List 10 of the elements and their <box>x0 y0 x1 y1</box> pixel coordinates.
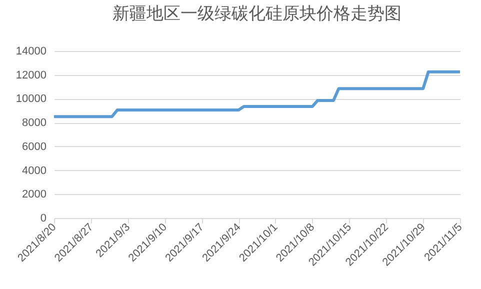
y-tick-label: 2000 <box>22 188 46 201</box>
y-tick-label: 4000 <box>22 164 46 177</box>
y-tick-label: 10000 <box>16 93 46 106</box>
line-series <box>52 70 462 118</box>
y-tick-label: 0 <box>40 212 46 224</box>
chart-title: 新疆地区一级绿碳化硅原块价格走势图 <box>112 4 402 23</box>
y-tick-label: 12000 <box>16 69 46 82</box>
y-tick-label: 14000 <box>16 46 46 58</box>
y-tick-label: 8000 <box>22 117 46 130</box>
y-tick-label: 6000 <box>22 140 46 153</box>
